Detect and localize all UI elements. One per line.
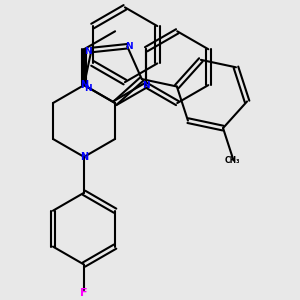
Text: F: F: [80, 288, 88, 298]
Text: N: N: [125, 42, 133, 51]
Text: N: N: [84, 47, 92, 56]
Text: N: N: [84, 84, 92, 93]
Text: N: N: [142, 81, 150, 90]
Text: N: N: [80, 152, 88, 162]
Text: N: N: [80, 80, 88, 90]
Text: CH₃: CH₃: [224, 156, 240, 165]
